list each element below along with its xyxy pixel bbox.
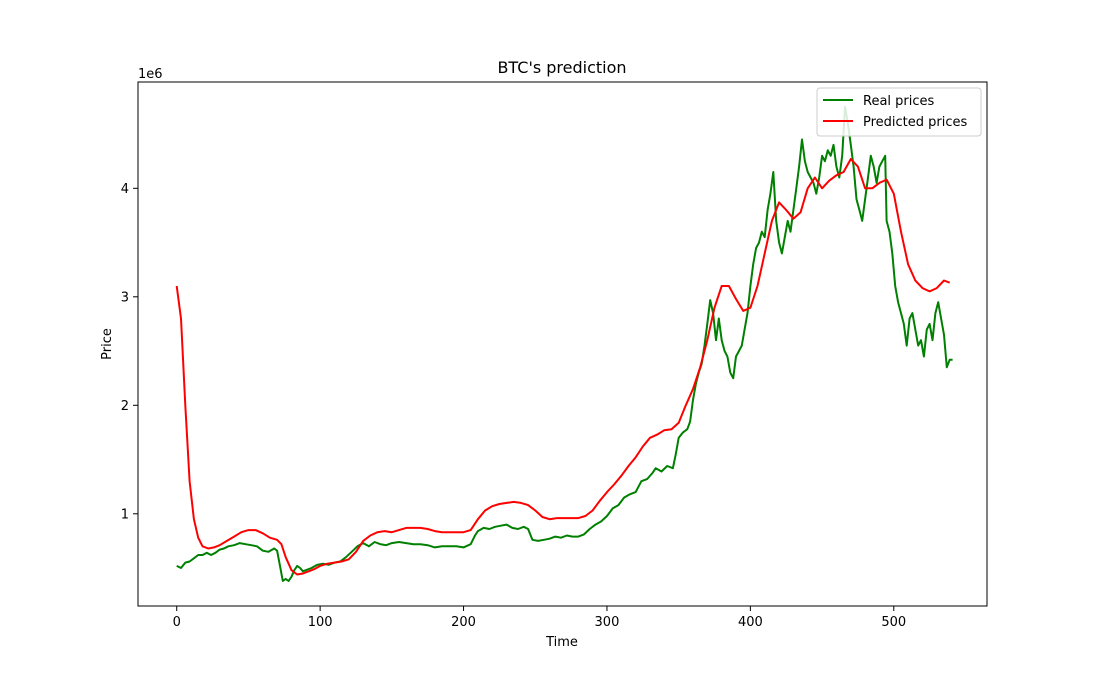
x-tick-label: 300 xyxy=(595,615,620,630)
y-axis-offset-text: 1e6 xyxy=(138,67,163,82)
y-tick-label: 1 xyxy=(121,507,129,522)
chart-title: BTC's prediction xyxy=(497,58,626,77)
x-tick-label: 400 xyxy=(738,615,763,630)
x-tick-label: 500 xyxy=(881,615,906,630)
y-tick-label: 3 xyxy=(121,290,129,305)
x-axis-ticks: 0 100 200 300 400 500 xyxy=(173,606,906,630)
y-tick-label: 2 xyxy=(121,399,129,414)
y-tick-label: 4 xyxy=(121,182,129,197)
plot-frame xyxy=(137,81,988,607)
y-axis-label: Price xyxy=(100,328,115,360)
legend-box xyxy=(816,87,982,137)
x-tick-label: 0 xyxy=(173,615,181,630)
x-tick-label: 100 xyxy=(308,615,333,630)
legend: Real prices Predicted prices xyxy=(816,87,982,137)
series-line-real-prices xyxy=(176,106,953,582)
plot-lines xyxy=(175,106,953,582)
legend-label-predicted-prices: Predicted prices xyxy=(863,115,968,130)
x-axis-label: Time xyxy=(545,635,578,650)
y-axis-ticks: 1 2 3 4 xyxy=(121,182,138,522)
series-line-predicted-prices xyxy=(175,158,951,576)
legend-label-real-prices: Real prices xyxy=(863,94,935,109)
x-tick-label: 200 xyxy=(451,615,476,630)
